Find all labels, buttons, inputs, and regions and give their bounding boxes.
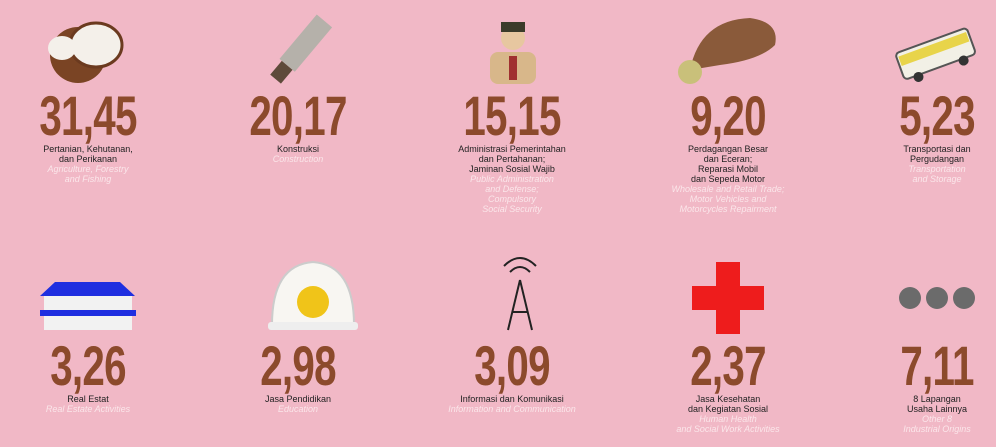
item: 5,23 Transportasi dan Pergudangan Transport… — [837, 84, 996, 185]
label: Jaminan Sosial Wajib — [469, 164, 555, 174]
label-en: Real Estate Activities — [45, 404, 131, 414]
value: 2,98 — [260, 334, 336, 397]
label: dan Pertahanan; — [478, 154, 546, 164]
item: 2,37 Jasa Kesehatan dan Kegiatan Sosial Hum… — [628, 334, 828, 435]
label-en: and Storage — [912, 174, 962, 184]
label: Real Estat — [67, 394, 109, 404]
label: dan Kegiatan Sosial — [687, 404, 769, 414]
label-en: Public Administration — [470, 174, 554, 184]
value: 9,20 — [690, 84, 766, 147]
item: 31,45 Pertanian, Kehutanan, dan Perikanan A… — [0, 84, 188, 185]
label: Pergudangan — [909, 154, 965, 164]
label-en: and Social Work Activities — [676, 424, 780, 434]
label: Konstruksi — [276, 144, 320, 154]
label-en: and Fishing — [64, 174, 112, 184]
label: dan Sepeda Motor — [690, 174, 766, 184]
label: dan Perikanan — [58, 154, 118, 164]
label: dan Eceran; — [703, 154, 753, 164]
label-en: Social Security — [482, 204, 542, 214]
coconut-icon — [48, 21, 124, 83]
label-en: Industrial Origins — [903, 424, 971, 434]
value: 5,23 — [899, 84, 975, 147]
label-en: Compulsory — [487, 194, 536, 204]
saw-icon — [270, 14, 333, 84]
label: Reparasi Mobil — [697, 164, 759, 174]
value: 2,37 — [690, 334, 766, 397]
item: 3,26 Real Estat Real Estate Activities — [0, 334, 188, 415]
label: Perdagangan Besar — [687, 144, 769, 154]
value: 20,17 — [249, 84, 347, 147]
officer-icon — [490, 22, 536, 84]
label-en: Education — [277, 404, 319, 414]
building-icon — [40, 282, 136, 330]
item: 3,09 Informasi dan Komunikasi Information … — [412, 334, 612, 415]
helmet-icon — [268, 260, 358, 330]
item: 20,17 Konstruksi Construction — [198, 84, 398, 165]
label-en: Other 8 — [921, 414, 952, 424]
item: 2,98 Jasa Pendidikan Education — [198, 334, 398, 415]
item: 7,11 8 Lapangan Usaha Lainnya Other 8 Indust… — [837, 334, 996, 435]
label: Transportasi dan — [903, 144, 971, 154]
label: Informasi dan Komunikasi — [460, 394, 564, 404]
label: Jasa Kesehatan — [695, 394, 761, 404]
item: 15,15 Administrasi Pemerintahan dan Pertah… — [412, 84, 612, 215]
value: 7,11 — [900, 334, 974, 397]
label: Administrasi Pemerintahan — [458, 144, 566, 154]
label-en: Human Health — [699, 414, 757, 424]
red-cross-icon — [692, 262, 764, 334]
label-en: Construction — [272, 154, 324, 164]
label-en: Wholesale and Retail Trade; — [671, 184, 785, 194]
label: 8 Lapangan — [913, 394, 961, 404]
value: 31,45 — [39, 84, 137, 147]
label-en: Information and Communication — [448, 404, 576, 414]
dots-icon — [899, 287, 975, 309]
label-en: Motorcycles Repairment — [679, 204, 777, 214]
hand-icon — [678, 18, 776, 84]
item: 9,20 Perdagangan Besar dan Eceran; Reparasi… — [628, 84, 828, 215]
label-en: Motor Vehicles and — [689, 194, 767, 204]
value: 3,26 — [50, 334, 126, 397]
value: 15,15 — [463, 84, 561, 147]
value: 3,09 — [474, 334, 550, 397]
bus-icon — [895, 27, 976, 82]
tower-icon — [503, 257, 537, 331]
label: Pertanian, Kehutanan, — [43, 144, 133, 154]
label: Jasa Pendidikan — [264, 394, 332, 404]
label-en: Transportation — [908, 164, 966, 174]
label-en: and Defense; — [485, 184, 539, 194]
label: Usaha Lainnya — [906, 404, 968, 414]
label-en: Agriculture, Forestry — [47, 164, 129, 174]
